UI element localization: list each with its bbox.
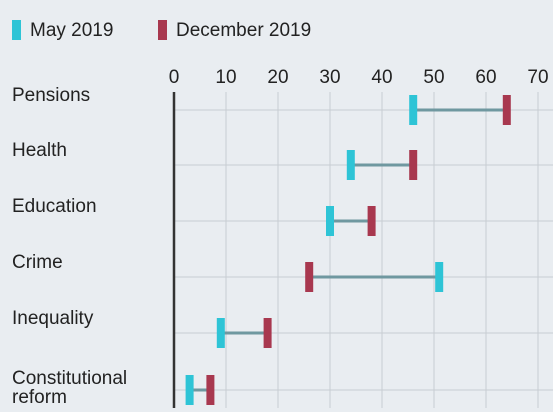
dot — [326, 206, 334, 236]
x-tick-label: 10 — [215, 67, 236, 88]
dot — [206, 375, 215, 405]
x-tick-label: 20 — [267, 67, 288, 88]
dot — [367, 206, 376, 236]
category-label: Crime — [12, 251, 63, 273]
category-label: Pensions — [12, 84, 91, 106]
x-tick-label: 0 — [169, 67, 180, 88]
x-tick-label: 30 — [319, 67, 340, 88]
x-tick-label: 60 — [475, 67, 496, 88]
dot — [435, 262, 444, 292]
legend-swatch — [12, 20, 21, 40]
dot — [305, 262, 314, 292]
dot — [409, 150, 418, 180]
dot — [216, 318, 225, 348]
legend-label: May 2019 — [30, 20, 113, 41]
dot — [409, 95, 418, 125]
dot — [502, 95, 511, 125]
dot — [263, 318, 272, 348]
dot — [185, 375, 194, 405]
category-label: Inequality — [12, 307, 94, 329]
dot — [346, 150, 355, 180]
legend-swatch — [158, 20, 167, 40]
x-tick-label: 40 — [371, 67, 392, 88]
x-tick-label: 50 — [423, 67, 444, 88]
category-label: Health — [12, 139, 67, 161]
legend-label: December 2019 — [176, 20, 311, 41]
x-tick-label: 70 — [527, 67, 548, 88]
category-label: Education — [12, 195, 97, 217]
category-label: Constitutional reform — [12, 368, 128, 408]
